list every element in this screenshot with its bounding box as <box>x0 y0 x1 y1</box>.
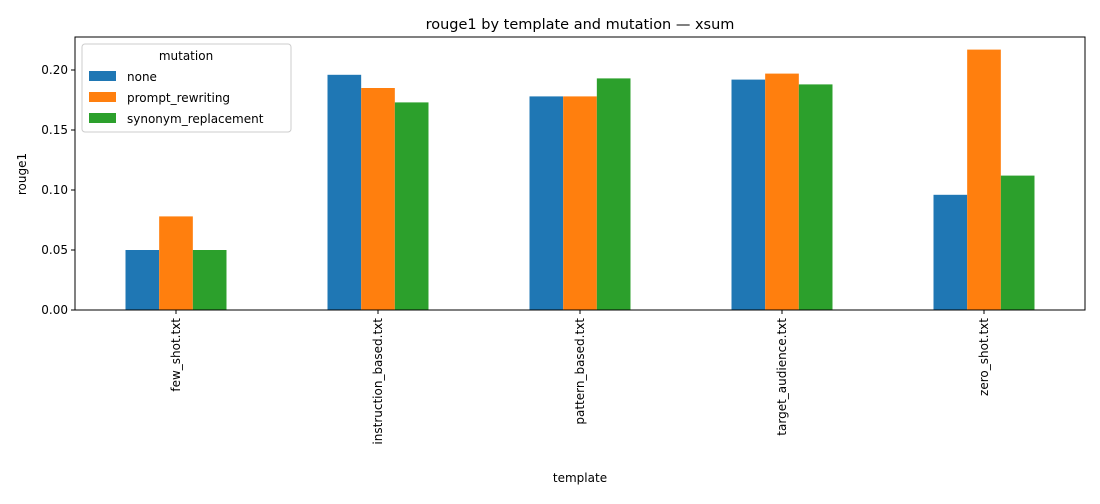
bar-prompt_rewriting-0 <box>159 216 193 310</box>
bar-synonym_replacement-4 <box>1000 175 1035 310</box>
legend-label-none: none <box>127 70 157 84</box>
y-tick-label: 0.00 <box>41 303 68 317</box>
bar-none-2 <box>529 96 564 311</box>
bar-none-1 <box>327 74 362 310</box>
y-tick-label: 0.20 <box>41 63 68 77</box>
x-tick-label: target_audience.txt <box>775 318 789 436</box>
legend-box <box>81 43 292 133</box>
bar-prompt_rewriting-1 <box>361 88 395 310</box>
bars-group <box>125 49 1035 311</box>
bar-synonym_replacement-2 <box>596 78 631 311</box>
bar-synonym_replacement-3 <box>798 84 833 311</box>
x-tick-label: instruction_based.txt <box>371 318 385 445</box>
bar-none-4 <box>933 194 968 310</box>
y-axis-label: rouge1 <box>15 153 29 195</box>
legend: mutation none prompt_rewriting synonym_rep… <box>81 43 292 133</box>
y-tick-label: 0.05 <box>41 243 68 257</box>
x-tick-label: pattern_based.txt <box>573 318 587 425</box>
bar-prompt_rewriting-2 <box>563 96 597 311</box>
legend-title: mutation <box>159 49 213 63</box>
bar-prompt_rewriting-3 <box>765 73 799 310</box>
x-tick-label: few_shot.txt <box>169 318 183 392</box>
y-axis: 0.00 0.05 0.10 0.15 0.20 <box>41 63 75 317</box>
x-axis-label: template <box>553 471 607 485</box>
y-tick-label: 0.15 <box>41 123 68 137</box>
x-axis: few_shot.txt instruction_based.txt pattern… <box>169 310 991 445</box>
bar-none-0 <box>125 250 160 310</box>
x-tick-label: zero_shot.txt <box>977 318 991 396</box>
legend-items: none prompt_rewriting synonym_replacement <box>89 70 264 126</box>
bar-synonym_replacement-0 <box>192 250 227 310</box>
bar-prompt_rewriting-4 <box>967 49 1001 310</box>
chart-title: rouge1 by template and mutation — xsum <box>426 17 735 33</box>
legend-label-synonym_replacement: synonym_replacement <box>127 112 264 126</box>
legend-label-prompt_rewriting: prompt_rewriting <box>127 91 230 105</box>
bar-none-3 <box>731 79 766 310</box>
bar-synonym_replacement-1 <box>394 102 429 311</box>
y-tick-label: 0.10 <box>41 183 68 197</box>
legend-swatch-none <box>89 71 116 81</box>
legend-swatch-synonym_replacement <box>89 113 116 123</box>
legend-swatch-prompt_rewriting <box>89 92 116 102</box>
